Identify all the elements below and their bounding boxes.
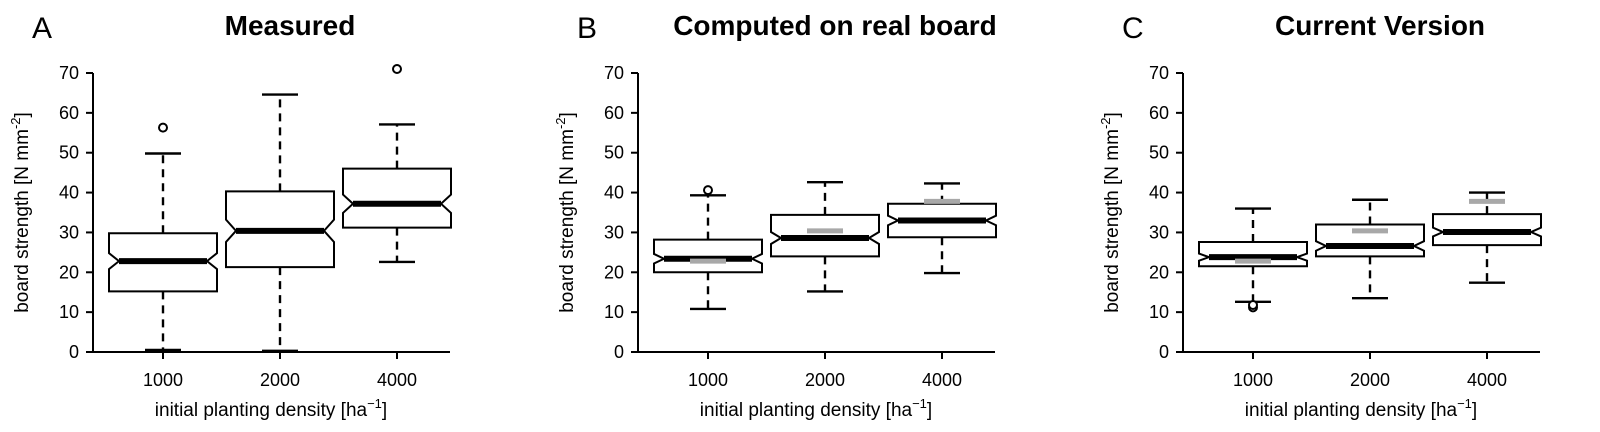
x-axis-label: initial planting density [ha−1] — [155, 396, 387, 421]
y-tick-label: 0 — [614, 342, 624, 362]
y-tick-label: 70 — [59, 63, 79, 83]
panel-title: Computed on real board — [673, 10, 997, 41]
outlier-point — [392, 64, 402, 75]
y-tick-label: 50 — [604, 143, 624, 163]
x-tick-label: 1000 — [688, 370, 728, 390]
x-tick-label: 2000 — [260, 370, 300, 390]
y-tick-label: 20 — [1149, 262, 1169, 282]
y-tick-label: 30 — [1149, 222, 1169, 242]
panel-letter: A — [32, 12, 53, 45]
x-tick-label: 4000 — [1467, 370, 1507, 390]
outlier-point — [1248, 299, 1258, 310]
y-tick-label: 40 — [59, 183, 79, 203]
y-tick-label: 50 — [1149, 143, 1169, 163]
y-tick-label: 30 — [604, 222, 624, 242]
y-tick-label: 10 — [1149, 302, 1169, 322]
x-tick-label: 4000 — [377, 370, 417, 390]
y-tick-label: 40 — [1149, 183, 1169, 203]
y-tick-label: 60 — [1149, 103, 1169, 123]
y-axis-label: board strength [N mm-2] — [553, 112, 578, 313]
panel-b: B Computed on real board 0 10 20 30 40 50 60 70… — [545, 0, 1085, 432]
panel-title: Current Version — [1274, 10, 1486, 41]
y-tick-label: 70 — [604, 63, 624, 83]
outlier-point — [703, 185, 713, 196]
y-tick-label: 60 — [604, 103, 624, 123]
y-tick-label: 30 — [59, 222, 79, 242]
x-tick-label: 2000 — [1350, 370, 1390, 390]
panel-letter: B — [577, 12, 598, 45]
x-tick-label: 4000 — [922, 370, 962, 390]
panel-title: Measured — [224, 10, 356, 41]
y-axis-label: board strength [N mm-2] — [1098, 112, 1123, 313]
boxplot-chart: 0 10 20 30 40 50 60 70 1000 2000 4000 initial plant… — [1098, 63, 1542, 421]
x-tick-label: 2000 — [805, 370, 845, 390]
boxplot-chart: 0 10 20 30 40 50 60 70 1000 2000 4000 initial plant… — [553, 63, 997, 421]
panel-letter: C — [1122, 12, 1144, 45]
boxplot-chart: 0 10 20 30 40 50 60 70 1000 2000 4000 initial plant… — [8, 63, 452, 421]
y-tick-label: 40 — [604, 183, 624, 203]
y-tick-label: 10 — [604, 302, 624, 322]
y-tick-label: 20 — [604, 262, 624, 282]
box — [342, 167, 452, 229]
y-tick-label: 20 — [59, 262, 79, 282]
outlier-point — [158, 122, 168, 133]
x-tick-label: 1000 — [143, 370, 183, 390]
x-tick-label: 1000 — [1233, 370, 1273, 390]
y-tick-label: 0 — [1159, 342, 1169, 362]
y-tick-label: 70 — [1149, 63, 1169, 83]
x-axis-label: initial planting density [ha−1] — [700, 396, 932, 421]
y-tick-label: 60 — [59, 103, 79, 123]
x-axis-label: initial planting density [ha−1] — [1245, 396, 1477, 421]
y-tick-label: 10 — [59, 302, 79, 322]
y-axis-label: board strength [N mm-2] — [8, 112, 33, 313]
y-tick-label: 50 — [59, 143, 79, 163]
panel-a: A Measured 0 10 20 30 40 50 60 70 1000 2000 4000 in… — [0, 0, 540, 432]
y-tick-label: 0 — [69, 342, 79, 362]
panel-c: C Current Version 0 10 20 30 40 50 60 70 1000 200… — [1090, 0, 1600, 432]
